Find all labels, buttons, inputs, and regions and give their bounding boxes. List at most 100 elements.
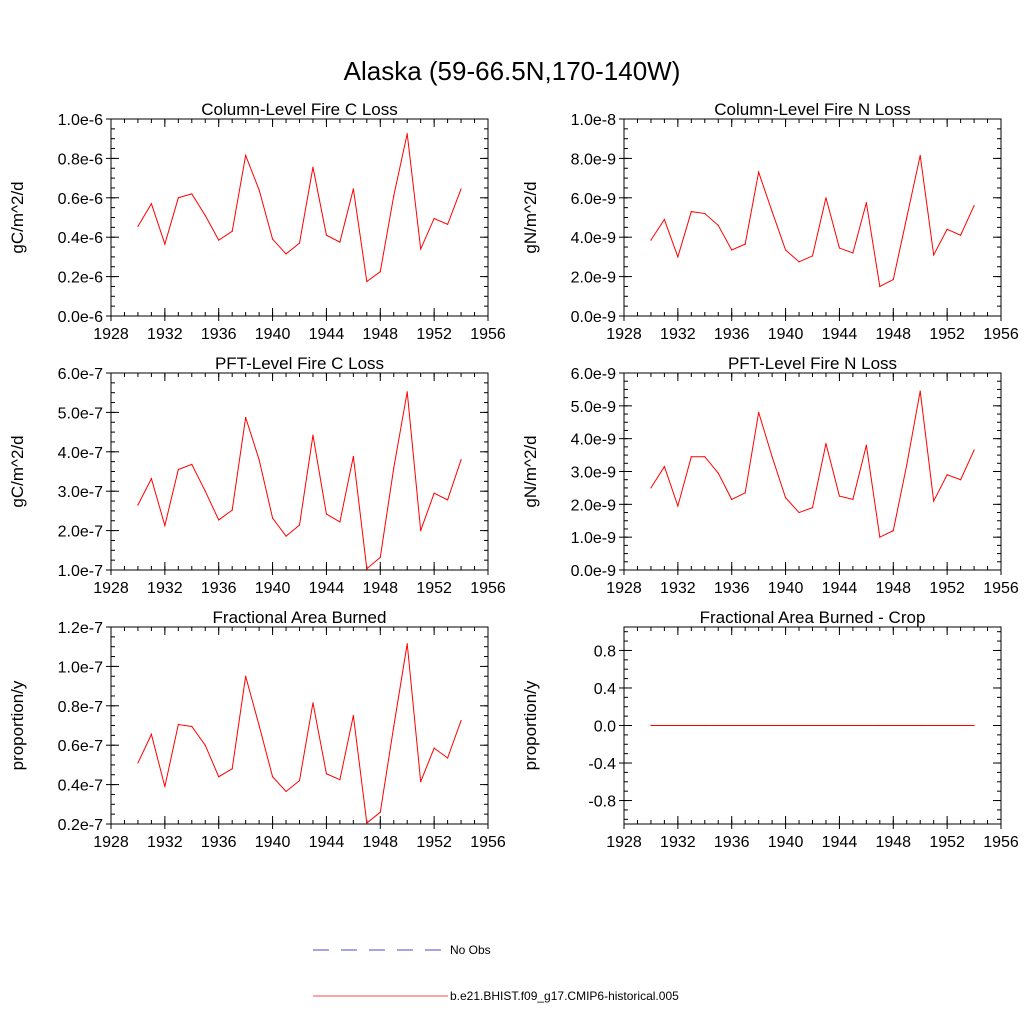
y-tick-label: 1.0e-8: [571, 112, 616, 129]
plot-frame: [110, 626, 489, 825]
data-point: [731, 724, 733, 727]
data-point: [366, 822, 368, 824]
y-tick-label: 0.2e-6: [58, 270, 103, 287]
data-point: [784, 249, 787, 251]
data-point: [879, 285, 881, 288]
y-tick-label: 5.0e-7: [58, 405, 103, 422]
data-point: [298, 242, 301, 244]
y-axis-label: proportion/y: [521, 680, 540, 770]
x-tick-label: 1948: [362, 326, 398, 343]
data-point: [906, 464, 908, 466]
legend: No Obs b.e21.BHIST.f09_g17.CMIP6-histori…: [313, 943, 679, 1003]
x-tick-label: 1956: [470, 326, 506, 343]
y-tick-label: 0.4e-6: [58, 230, 103, 247]
data-point: [825, 197, 827, 199]
x-tick-label: 1944: [309, 326, 345, 343]
plot-frame: [110, 372, 489, 571]
data-point: [393, 725, 395, 728]
data-point: [447, 757, 449, 759]
x-tick-label: 1928: [606, 580, 642, 597]
data-point: [906, 724, 908, 727]
data-point: [460, 719, 462, 722]
y-tick-label: 0.0e-6: [58, 309, 103, 326]
data-point: [731, 249, 733, 251]
y-tick-label: 6.0e-9: [571, 191, 616, 208]
data-point: [433, 747, 435, 749]
x-tick-label: 1932: [147, 326, 183, 343]
data-point: [892, 530, 894, 532]
x-tick-label: 1932: [147, 580, 183, 597]
data-point: [352, 188, 354, 190]
data-point: [258, 189, 260, 191]
x-tick-label: 1956: [983, 580, 1019, 597]
plot-frame: [110, 118, 489, 317]
data-point: [325, 513, 328, 515]
panel-title: Column-Level Fire C Loss: [201, 100, 398, 119]
data-point: [919, 724, 921, 727]
data-point: [231, 230, 233, 232]
data-point: [204, 744, 206, 746]
panel-title: PFT-Level Fire N Loss: [728, 354, 897, 373]
y-tick-label: 2.0e-9: [571, 497, 616, 514]
data-point: [406, 643, 408, 645]
x-tick-label: 1940: [255, 326, 291, 343]
data-point: [933, 724, 935, 727]
x-tick-label: 1940: [768, 834, 804, 851]
data-point: [312, 434, 314, 436]
x-tick-label: 1940: [255, 834, 291, 851]
data-point: [406, 133, 408, 135]
x-tick-label: 1936: [714, 326, 750, 343]
x-tick-label: 1936: [201, 326, 237, 343]
data-point: [690, 456, 692, 458]
main-title: Alaska (59-66.5N,170-140W): [344, 56, 681, 86]
data-point: [339, 241, 341, 243]
y-tick-label: 8.0e-9: [571, 151, 616, 168]
panels: Column-Level Fire C Loss gC/m^2/d 1928 1932…: [8, 100, 1019, 851]
x-tick-label: 1948: [362, 580, 398, 597]
y-tick-label: 0.6e-6: [58, 191, 103, 208]
data-point: [298, 524, 301, 526]
data-point: [420, 781, 422, 783]
x-tick-label: 1928: [93, 834, 129, 851]
data-point: [784, 724, 787, 727]
data-point: [663, 724, 665, 727]
x-tick-label: 1936: [201, 580, 237, 597]
x-tick-label: 1944: [822, 834, 858, 851]
x-tick-label: 1948: [875, 326, 911, 343]
data-point: [946, 724, 948, 727]
y-axis-label: gC/m^2/d: [8, 181, 27, 253]
data-point: [137, 762, 139, 764]
data-point: [946, 228, 948, 230]
y-tick-label: -0.8: [588, 794, 616, 811]
data-point: [137, 225, 139, 227]
data-point: [960, 479, 962, 481]
x-tick-label: 1932: [660, 834, 696, 851]
data-point: [285, 253, 287, 255]
data-point: [204, 490, 206, 492]
y-tick-label: 1.0e-9: [571, 530, 616, 547]
x-tick-label: 1956: [983, 834, 1019, 851]
data-point: [852, 724, 854, 727]
data-point: [704, 456, 706, 458]
x-tick-label: 1940: [768, 580, 804, 597]
y-tick-label: 2.0e-9: [571, 270, 616, 287]
data-point: [177, 468, 179, 471]
data-point: [218, 776, 220, 778]
data-point: [771, 724, 773, 727]
data-point: [798, 511, 800, 514]
data-point: [393, 467, 395, 469]
data-point: [420, 530, 422, 532]
x-tick-label: 1928: [93, 326, 129, 343]
chart-panel-1: Column-Level Fire N Loss gN/m^2/d 1928 1932…: [521, 100, 1019, 343]
data-point: [164, 785, 166, 788]
plot-frame: [623, 372, 1002, 571]
data-point: [784, 497, 787, 499]
data-point: [663, 465, 665, 468]
series-line-0: [137, 391, 462, 570]
x-tick-label: 1932: [660, 580, 696, 597]
data-point: [825, 442, 827, 445]
data-point: [271, 238, 274, 240]
data-point: [191, 463, 193, 466]
data-point: [758, 411, 760, 413]
y-tick-label: 0.8: [594, 643, 616, 660]
